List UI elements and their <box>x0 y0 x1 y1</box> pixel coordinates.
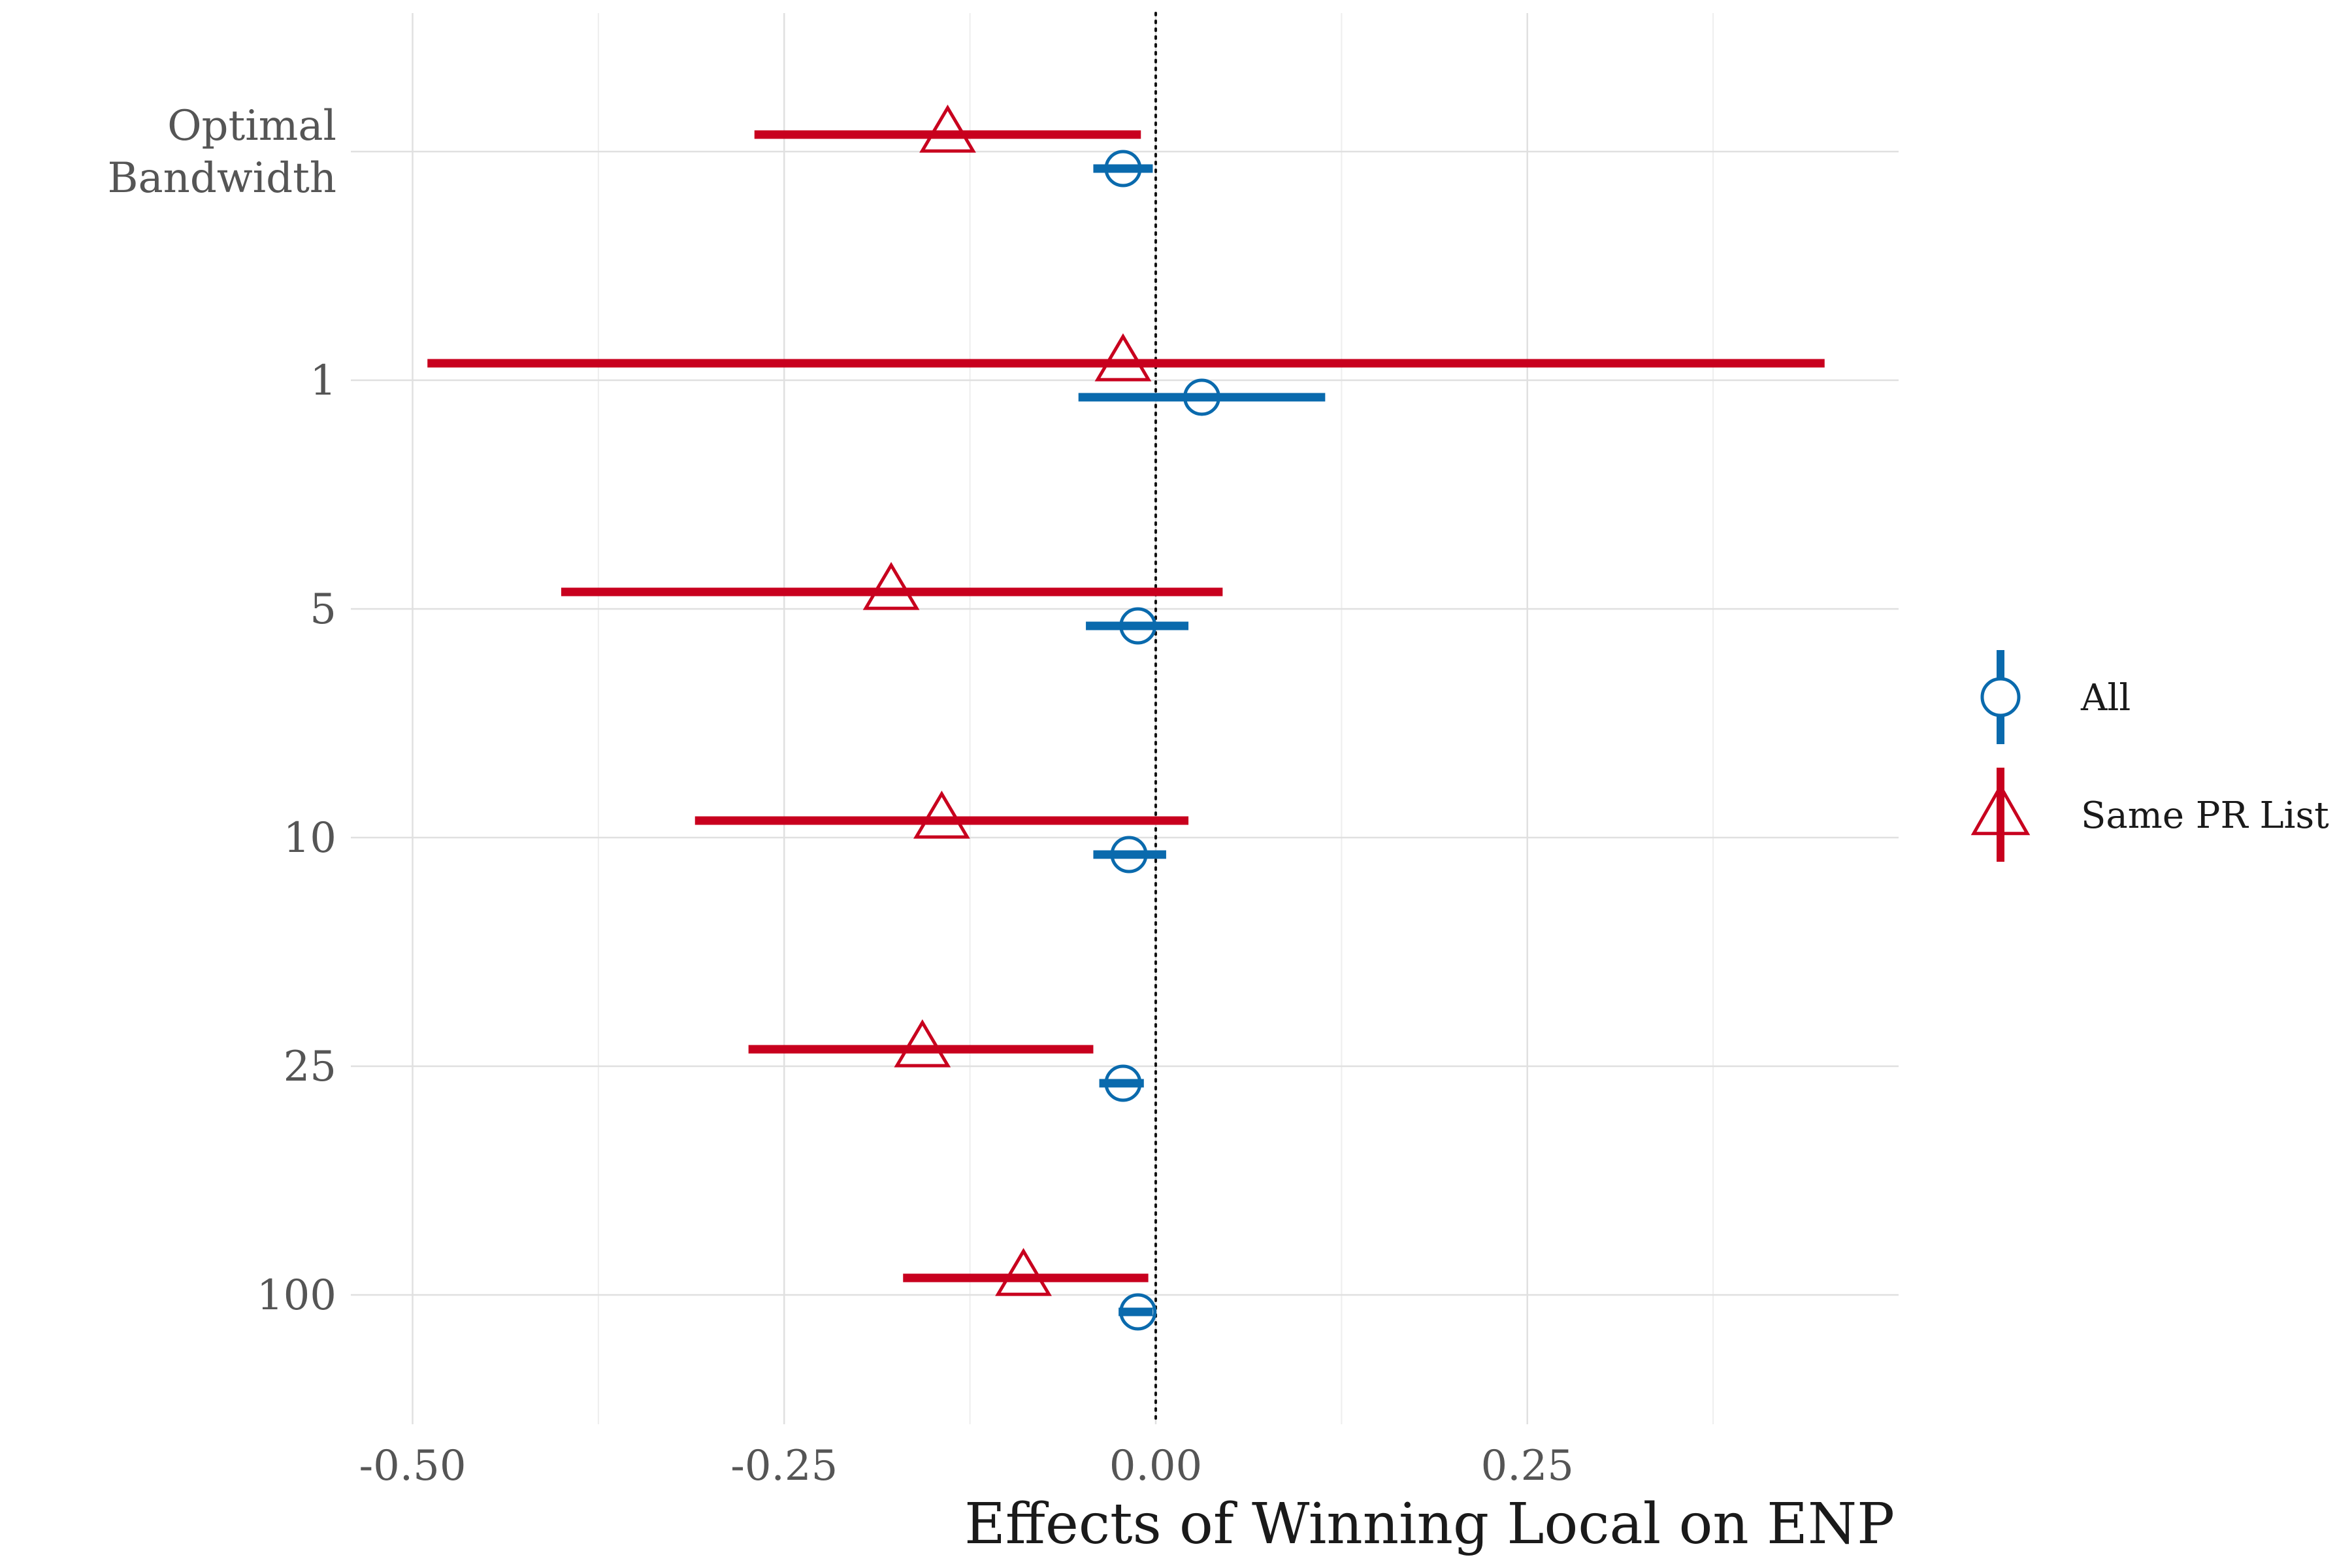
grid-lines <box>351 13 1899 1424</box>
point-all <box>1110 836 1148 874</box>
x-tick-label: -0.25 <box>730 1442 838 1490</box>
y-tick-label: 1 <box>310 357 336 405</box>
legend-item-all: All <box>1980 650 2131 744</box>
y-tick-label: 5 <box>310 585 336 634</box>
point-all <box>1119 1293 1157 1331</box>
x-axis-title: Effects of Winning Local on ENP <box>964 1492 1895 1557</box>
legend-label: Same PR List <box>2081 794 2329 837</box>
legend-circle-icon <box>1980 677 2021 717</box>
y-tick-label: Optimal Bandwidth <box>107 102 336 203</box>
x-tick-label: 0.00 <box>1109 1442 1203 1490</box>
point-all <box>1183 378 1221 416</box>
y-tick-label: 25 <box>284 1043 336 1091</box>
data-marks <box>427 105 1825 1331</box>
point-same-pr-list <box>1094 333 1152 382</box>
legend-item-same-pr-list: Same PR List <box>1970 768 2329 862</box>
point-all <box>1119 607 1157 645</box>
legend-label: All <box>2080 677 2131 719</box>
point-same-pr-list <box>894 1019 951 1068</box>
x-tick-label: -0.50 <box>359 1442 466 1490</box>
y-tick-label: 10 <box>284 814 336 862</box>
point-all <box>1104 1064 1142 1102</box>
point-same-pr-list <box>995 1248 1052 1296</box>
point-same-pr-list <box>919 105 976 153</box>
y-tick-labels: Optimal Bandwidth 1 5 10 25 100 <box>107 102 336 1320</box>
legend-triangle-icon <box>1970 783 2031 836</box>
legend: All Same PR List <box>1970 650 2329 862</box>
point-all <box>1104 150 1142 188</box>
y-tick-label: 100 <box>257 1271 336 1320</box>
point-same-pr-list <box>913 791 970 839</box>
x-tick-label: 0.25 <box>1481 1442 1575 1490</box>
x-tick-labels: -0.50 -0.25 0.00 0.25 <box>359 1442 1574 1490</box>
point-same-pr-list <box>862 562 920 610</box>
